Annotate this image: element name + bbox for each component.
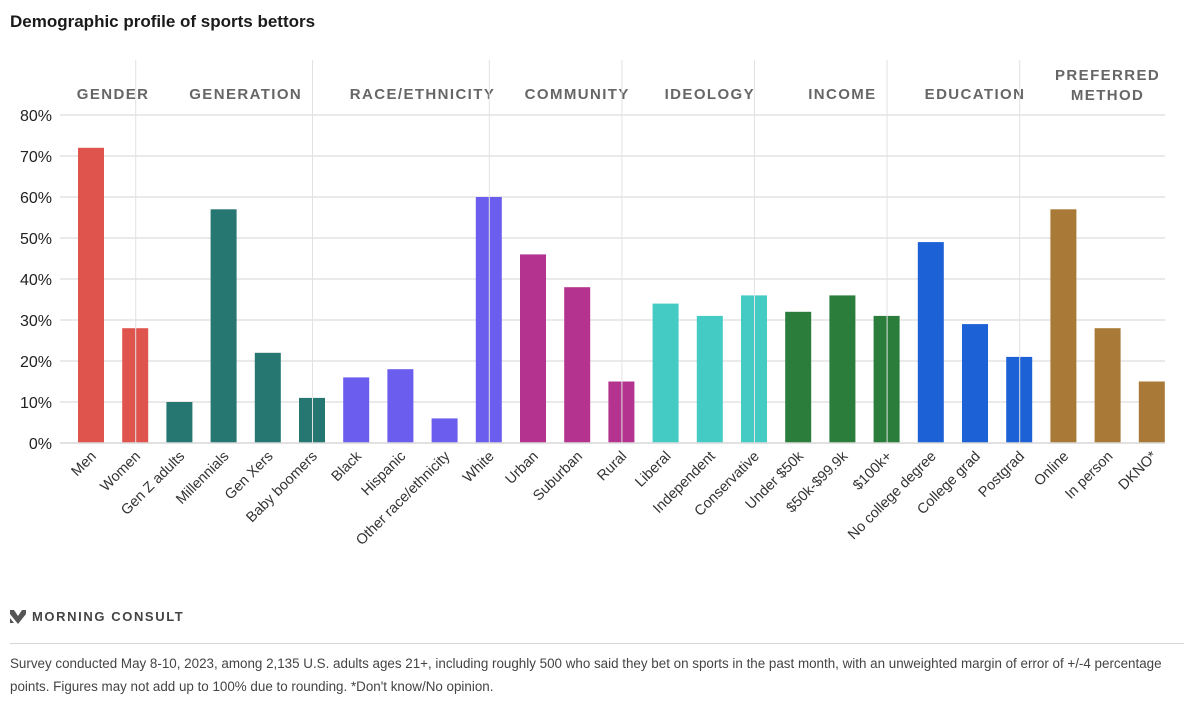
group-header: GENERATION bbox=[189, 86, 302, 103]
bar-chart: 0%10%20%30%40%50%60%70%80%MenWomenGENDER… bbox=[20, 60, 1165, 549]
bar bbox=[387, 369, 414, 443]
group-header: COMMUNITY bbox=[525, 86, 630, 103]
y-tick-label: 0% bbox=[29, 436, 52, 453]
bar bbox=[962, 324, 988, 443]
group-header: GENDER bbox=[77, 86, 150, 103]
group-header: METHOD bbox=[1071, 87, 1144, 104]
brand: MORNING CONSULT bbox=[10, 609, 184, 624]
bar bbox=[829, 295, 856, 443]
bar bbox=[652, 303, 679, 443]
x-tick-label: Online bbox=[1031, 449, 1072, 490]
bar bbox=[343, 377, 370, 443]
x-tick-label: Urban bbox=[503, 449, 542, 488]
x-tick-label: Men bbox=[69, 449, 100, 480]
y-tick-label: 70% bbox=[20, 149, 52, 166]
y-tick-label: 40% bbox=[20, 272, 52, 289]
bar bbox=[696, 315, 723, 443]
group-header: PREFERRED bbox=[1055, 67, 1160, 84]
brand-name: MORNING CONSULT bbox=[32, 609, 185, 624]
y-tick-label: 10% bbox=[20, 395, 52, 412]
y-tick-label: 20% bbox=[20, 354, 52, 371]
bar bbox=[564, 287, 591, 443]
x-tick-label: Black bbox=[329, 448, 366, 485]
bar bbox=[166, 402, 193, 443]
x-tick-label: Postgrad bbox=[976, 449, 1028, 501]
bar bbox=[1006, 356, 1033, 443]
bar bbox=[1094, 328, 1121, 443]
bar bbox=[1050, 209, 1077, 443]
footnote: Survey conducted May 8-10, 2023, among 2… bbox=[10, 656, 1162, 694]
footer-divider bbox=[10, 643, 1184, 644]
bar bbox=[254, 352, 281, 443]
bar bbox=[520, 254, 546, 443]
group-header: RACE/ETHNICITY bbox=[350, 86, 495, 103]
x-tick-label: DKNO* bbox=[1116, 448, 1161, 493]
bar bbox=[1138, 381, 1165, 443]
x-tick-label: Rural bbox=[594, 449, 630, 485]
y-tick-label: 30% bbox=[20, 313, 52, 330]
chart-title: Demographic profile of sports bettors bbox=[10, 12, 316, 31]
y-tick-label: 80% bbox=[20, 108, 52, 125]
bar bbox=[210, 209, 237, 443]
bar bbox=[785, 311, 812, 443]
y-tick-label: 60% bbox=[20, 190, 52, 207]
group-header: INCOME bbox=[808, 86, 876, 103]
morning-consult-logo-icon bbox=[10, 609, 26, 624]
bar bbox=[78, 147, 104, 444]
x-tick-label: White bbox=[460, 449, 498, 487]
group-header: EDUCATION bbox=[925, 86, 1026, 103]
group-header: IDEOLOGY bbox=[665, 86, 755, 103]
x-tick-label: In person bbox=[1062, 449, 1116, 503]
bar bbox=[431, 418, 458, 443]
y-tick-label: 50% bbox=[20, 231, 52, 248]
bar bbox=[917, 242, 944, 443]
x-tick-label: Liberal bbox=[632, 449, 674, 491]
